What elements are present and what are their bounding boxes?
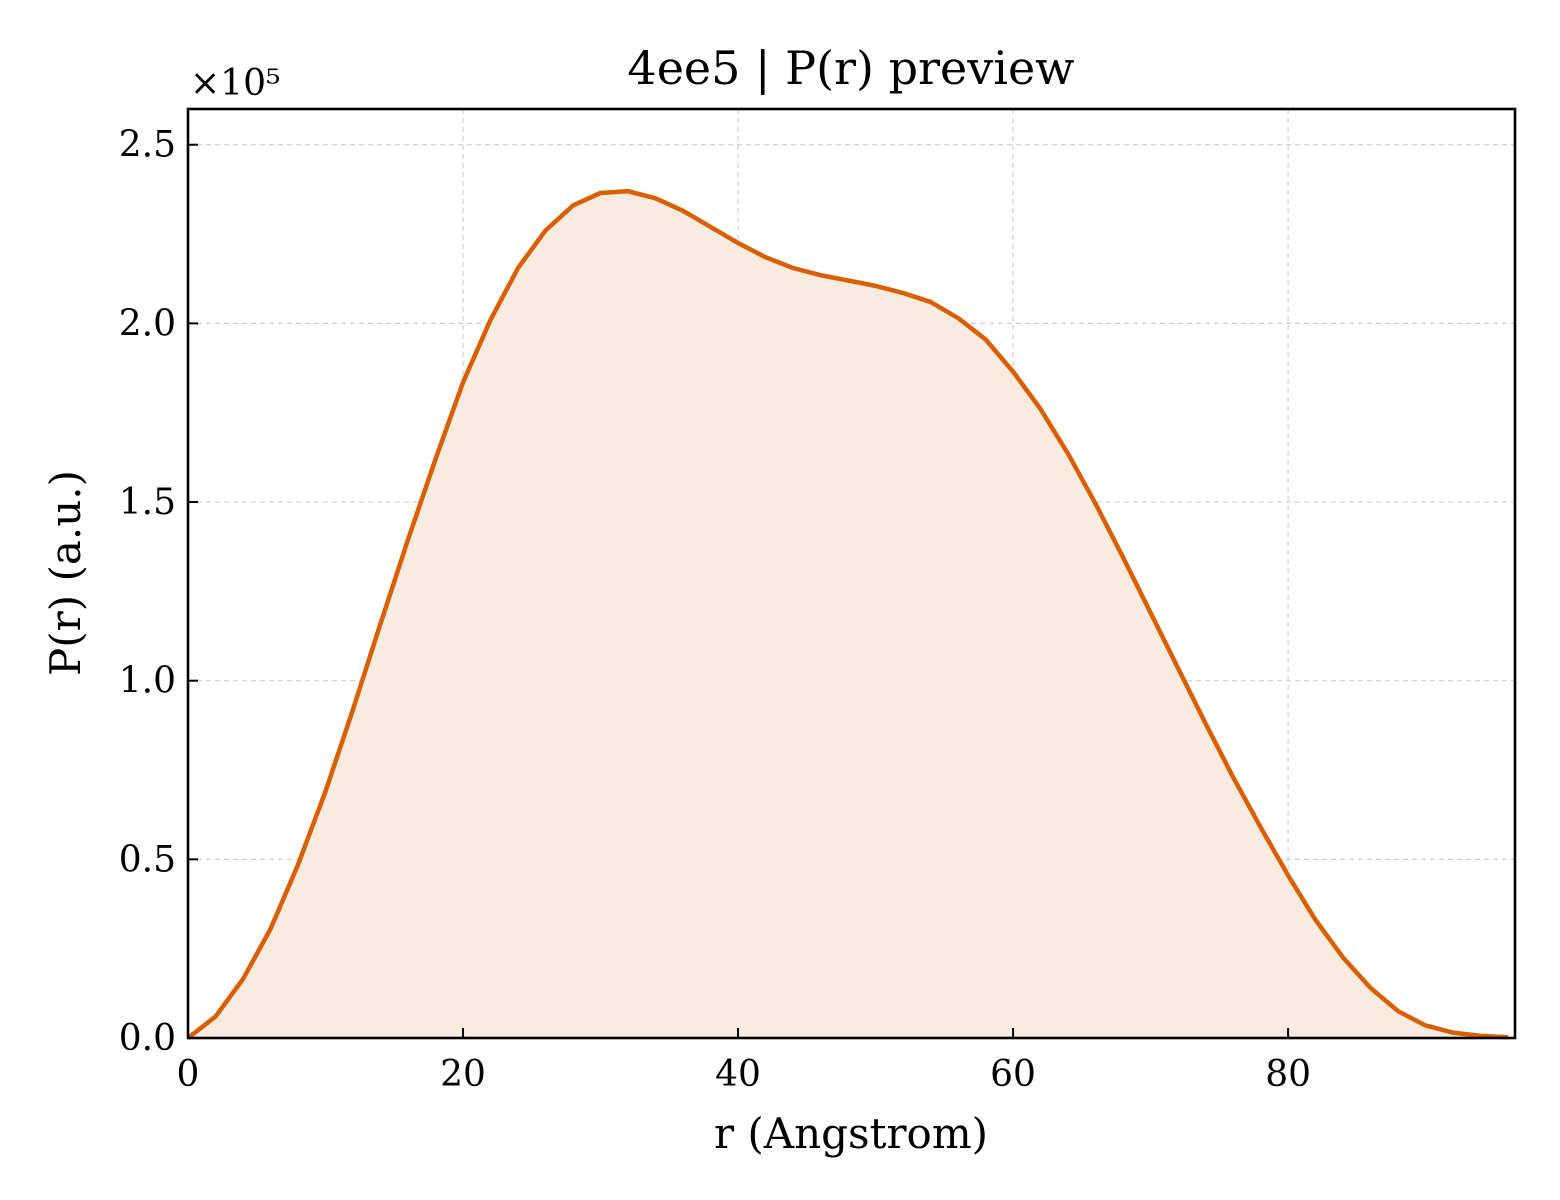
plot-frame [186, 107, 1517, 1040]
x-tick-label: 0 [177, 1054, 200, 1095]
y-tick-label: 1.5 [119, 482, 176, 523]
tick-labels: 0 20 40 60 80 0.0 0.5 1.0 1.5 2.0 2.5 [119, 125, 1311, 1095]
y-tick-label: 0.0 [119, 1018, 176, 1059]
x-axis-label: r (Angstrom) [714, 1109, 988, 1158]
x-tick-label: 20 [440, 1054, 486, 1095]
x-tick-label: 80 [1265, 1054, 1311, 1095]
x-tick-label: 60 [990, 1054, 1036, 1095]
tick-marks [187, 143, 1290, 1039]
series-line [186, 188, 1509, 1040]
y-scale-multiplier: ×10⁵ [190, 63, 280, 104]
y-tick-label: 0.5 [119, 839, 176, 880]
y-axis-label: P(r) (a.u.) [41, 470, 90, 676]
chart-title: 4ee5 | P(r) preview [627, 41, 1074, 95]
x-tick-label: 40 [715, 1054, 761, 1095]
y-tick-label: 1.0 [119, 661, 176, 702]
y-tick-label: 2.0 [119, 303, 176, 344]
y-tick-label: 2.5 [119, 125, 176, 166]
area-fill [188, 191, 1515, 1038]
